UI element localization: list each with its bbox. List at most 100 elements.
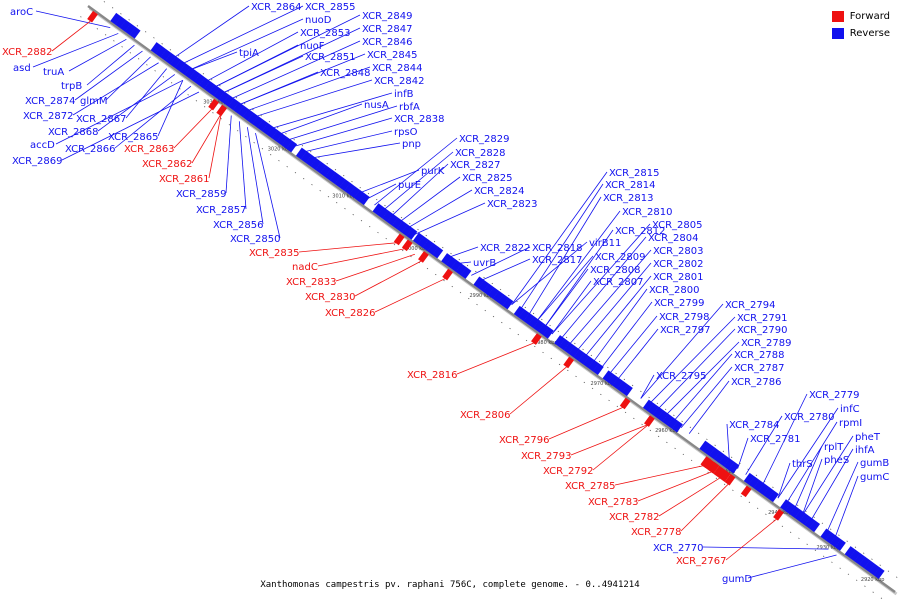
reverse-label: XCR_2850 (230, 234, 281, 245)
reverse-gene (446, 256, 457, 269)
reverse-label-leader (212, 14, 361, 89)
scale-tick-label: 2980 kbp (534, 340, 558, 346)
reverse-gene (170, 56, 181, 68)
forward-label-leader (298, 242, 399, 253)
reverse-gene (115, 16, 127, 29)
reverse-label-leader (277, 103, 363, 136)
reverse-label-leader (269, 92, 393, 130)
reverse-label-leader (309, 142, 401, 159)
reverse-gene (124, 23, 136, 36)
reverse-label: trpB (61, 81, 82, 92)
reverse-label: pnp (402, 139, 421, 150)
forward-label: XCR_2778 (631, 527, 682, 538)
reverse-gene (218, 91, 230, 104)
reverse-gene (671, 420, 683, 433)
reverse-gene (155, 45, 167, 58)
reverse-label-leader (737, 437, 749, 469)
forward-label: XCR_2792 (543, 466, 594, 477)
forward-label-leader (173, 107, 214, 149)
forward-label-leader (51, 19, 93, 52)
reverse-gene (339, 179, 351, 192)
reverse-gene (859, 556, 871, 569)
reverse-label-leader (793, 445, 823, 510)
reverse-gene (809, 520, 821, 533)
forward-gene (773, 509, 784, 521)
reverse-label: XCR_2794 (725, 300, 776, 311)
forward-label-leader (548, 406, 625, 440)
reverse-label: XCR_2810 (622, 207, 673, 218)
reverse-label: XCR_2842 (374, 76, 425, 87)
forward-label: XCR_2767 (676, 556, 727, 567)
reverse-label: XCR_2829 (459, 134, 510, 145)
reverse-label-leader (366, 183, 397, 200)
reverse-label-leader (600, 301, 653, 370)
forward-label-leader (658, 476, 722, 517)
reverse-label: XCR_2844 (372, 63, 423, 74)
reverse-label: XCR_2812 (615, 226, 666, 237)
forward-label: XCR_2830 (305, 292, 356, 303)
reverse-label: XCR_2859 (176, 189, 227, 200)
reverse-label-leader (398, 176, 461, 224)
reverse-gene (165, 52, 177, 65)
reverse-label: XCR_2789 (741, 338, 792, 349)
reverse-label-leader (567, 249, 652, 347)
reverse-gene (487, 287, 499, 299)
reverse-label: infB (394, 89, 414, 100)
scale-tick-label: 3010 kbp (332, 193, 356, 199)
reverse-gene (513, 305, 525, 318)
reverse-gene (324, 168, 336, 181)
reverse-label-leader (247, 127, 264, 225)
reverse-gene (502, 297, 514, 310)
forward-label: XCR_2796 (499, 435, 550, 446)
reverse-gene (262, 123, 273, 135)
reverse-label-leader (68, 38, 127, 72)
reverse-label: XCR_2872 (23, 111, 74, 122)
reverse-label-leader (105, 56, 151, 101)
reverse-label: XCR_2853 (300, 28, 351, 39)
reverse-label: XCR_2784 (729, 420, 780, 431)
reverse-gene (523, 312, 535, 325)
reverse-gene (568, 345, 580, 358)
reverse-label: XCR_2795 (656, 371, 707, 382)
reverse-gene (617, 380, 628, 393)
forward-label: XCR_2783 (588, 497, 639, 508)
reverse-label-leader (559, 236, 647, 341)
reverse-label: purE (398, 180, 421, 191)
reverse-gene (537, 323, 549, 336)
reverse-label: XCR_2800 (649, 285, 700, 296)
reverse-label: XCR_2847 (362, 24, 413, 35)
reverse-label-leader (238, 121, 247, 210)
reverse-label-leader (32, 33, 119, 68)
reverse-label-leader (301, 130, 393, 153)
forward-gene (563, 356, 575, 369)
reverse-label-leader (285, 105, 398, 142)
forward-label: XCR_2862 (142, 159, 193, 170)
forward-label-leader (374, 277, 448, 313)
forward-gene (393, 233, 405, 246)
forward-label-leader (614, 464, 706, 486)
reverse-gene (354, 189, 365, 202)
reverse-label-leader (125, 68, 168, 119)
reverse-gene (573, 349, 585, 361)
reverse-label: XCR_2849 (362, 11, 413, 22)
reverse-label: XCR_2864 (251, 2, 302, 13)
reverse-gene (647, 403, 659, 415)
reverse-label: gumB (860, 458, 889, 469)
scale-tick-label: 3000 kbp (405, 246, 429, 252)
forward-label-leader (725, 517, 779, 561)
reverse-label-leader (702, 546, 829, 550)
reverse-gene (372, 203, 384, 216)
reverse-gene (174, 59, 186, 72)
reverse-label-leader (801, 458, 823, 516)
reverse-gene (533, 319, 545, 332)
reverse-label: ihfA (855, 445, 875, 456)
reverse-label-leader (656, 328, 736, 411)
reverse-label-leader (834, 475, 859, 540)
reverse-gene (728, 461, 740, 474)
reverse-label-leader (680, 366, 733, 429)
reverse-label-leader (777, 407, 839, 499)
reverse-label: XCR_2770 (653, 543, 704, 554)
reverse-gene (497, 294, 509, 306)
forward-gene (87, 10, 98, 23)
reverse-label: XCR_2827 (450, 160, 501, 171)
